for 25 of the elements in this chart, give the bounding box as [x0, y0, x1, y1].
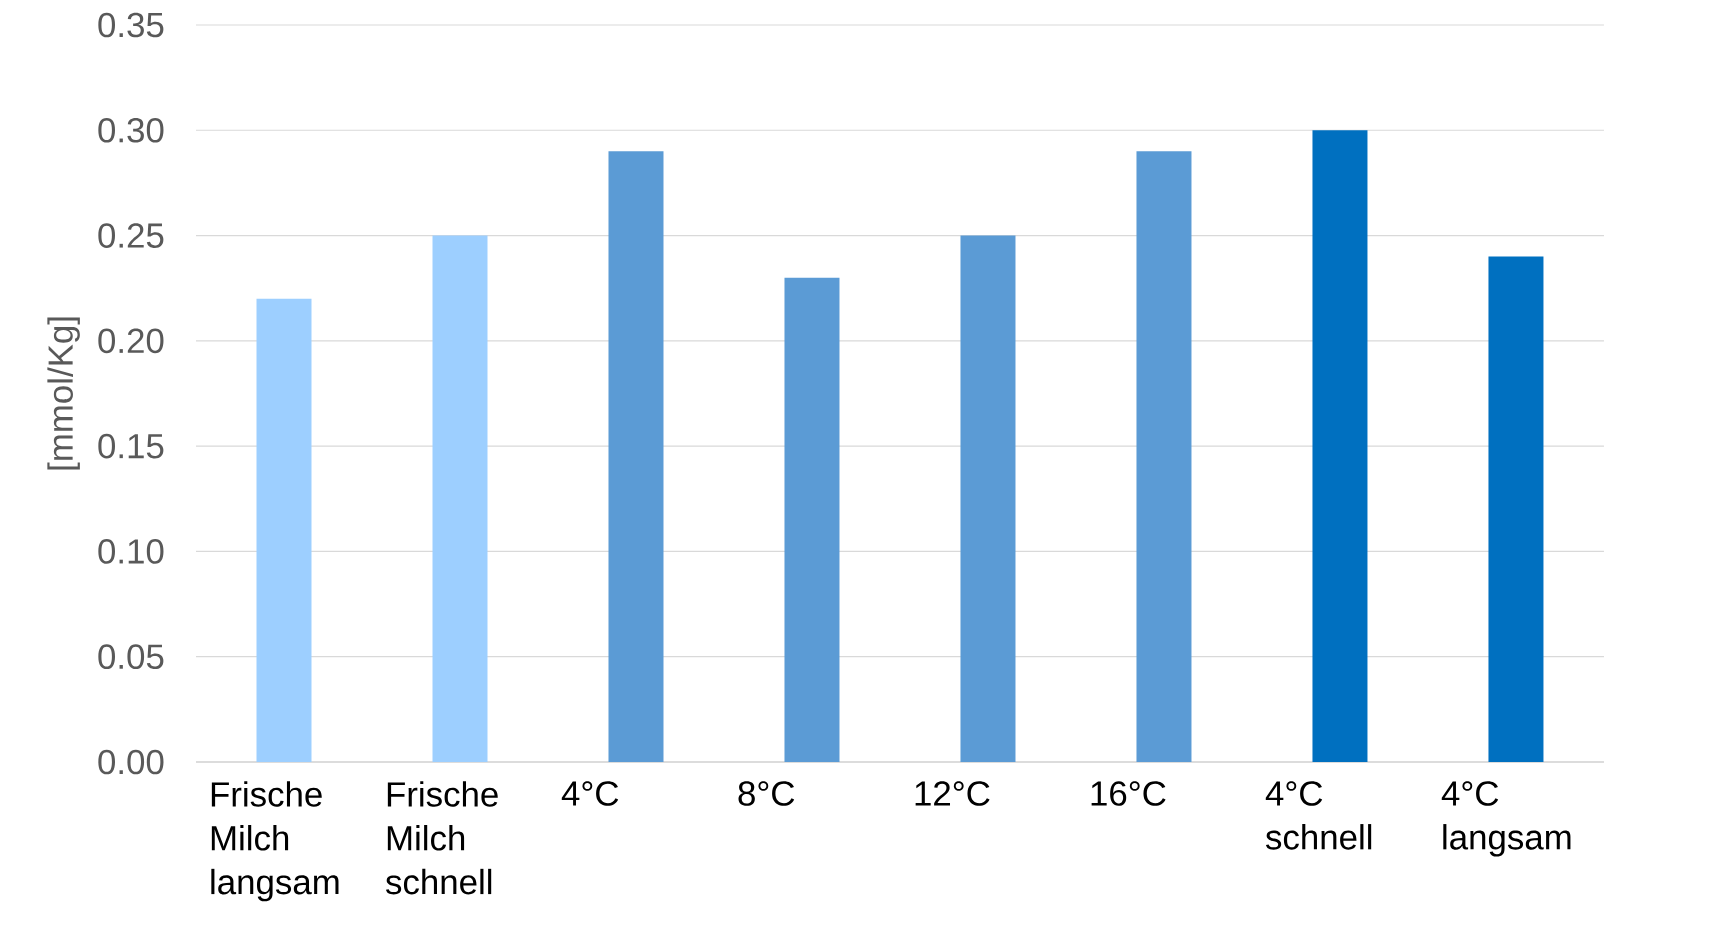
y-tick-label: 0.30 — [98, 117, 164, 143]
x-tick-label: 12°C — [915, 781, 990, 806]
y-tick-label: 0.25 — [98, 223, 164, 248]
bar — [1136, 151, 1192, 762]
x-tick-label: 8°C — [738, 781, 795, 806]
bar — [432, 235, 488, 762]
y-tick-label: 0.15 — [98, 433, 164, 459]
bar — [256, 298, 312, 762]
bar — [608, 151, 664, 762]
bar — [1312, 130, 1368, 762]
y-tick-label: 0.00 — [98, 749, 164, 775]
bar — [960, 235, 1016, 762]
x-tick-label: 16°C — [1091, 781, 1166, 806]
x-tick-label: 4°C — [561, 781, 619, 806]
y-tick-label: 0.35 — [98, 12, 164, 38]
x-tick-label: Frische Milch langsam — [211, 781, 339, 902]
x-tick-label: Frische Milch schnell — [385, 781, 498, 895]
y-tick-label: 0.05 — [98, 644, 164, 670]
y-tick-label: 0.10 — [98, 539, 164, 564]
bar — [784, 277, 840, 762]
bar — [1488, 256, 1544, 762]
x-tick-label: 4°C schnell — [1265, 781, 1372, 850]
y-tick-label: 0.20 — [98, 328, 164, 354]
y-axis-title: [mmol/Kg] — [47, 317, 80, 470]
x-tick-label: 4°C langsam — [1441, 781, 1571, 857]
